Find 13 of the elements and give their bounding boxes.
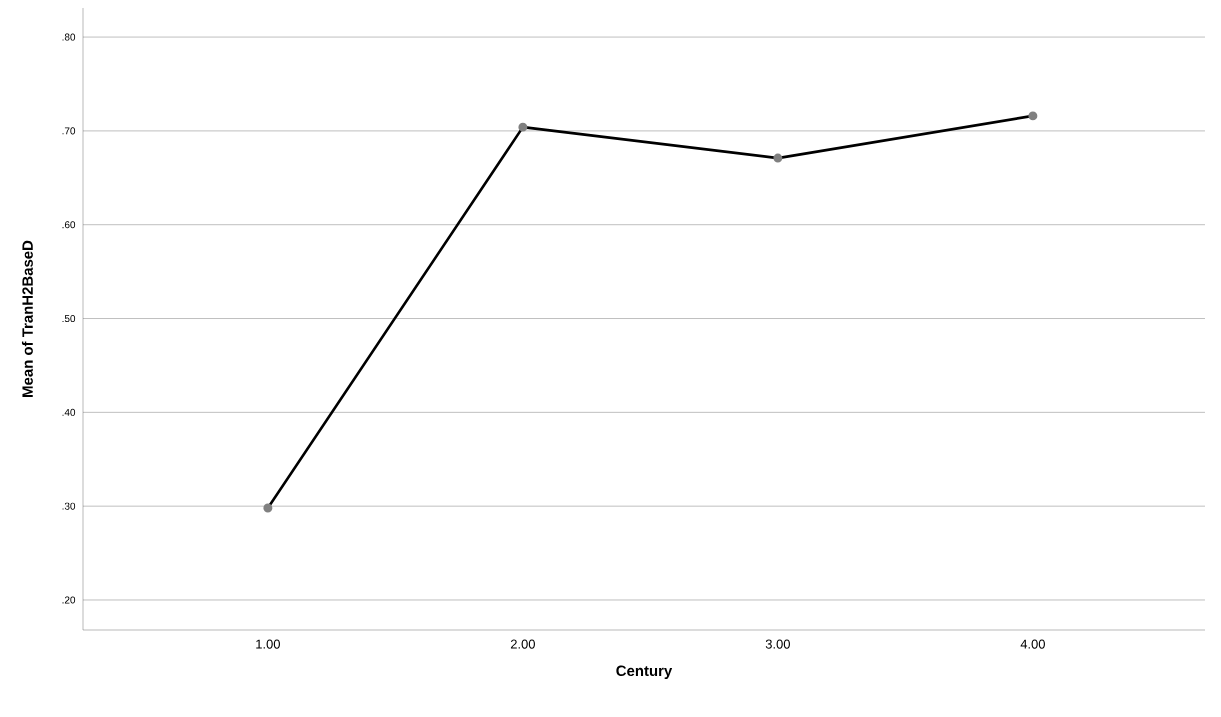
x-tick-label: 4.00 [1020, 639, 1045, 649]
y-tick-label: .20 [62, 596, 76, 604]
x-axis-title: Century [616, 665, 673, 679]
x-tick-label: 1.00 [256, 639, 280, 649]
y-tick-label: .50 [62, 315, 76, 323]
x-tick-label: 2.00 [510, 639, 535, 649]
y-tick-label: .70 [62, 127, 76, 135]
y-tick-label: .30 [62, 502, 76, 510]
y-axis-title: Mean of TranH2BaseD [21, 240, 33, 397]
y-tick-label: .60 [62, 221, 76, 229]
y-tick-label: .40 [62, 408, 76, 416]
x-tick-label: 3.00 [765, 639, 790, 649]
y-tick-label: .80 [62, 33, 76, 41]
